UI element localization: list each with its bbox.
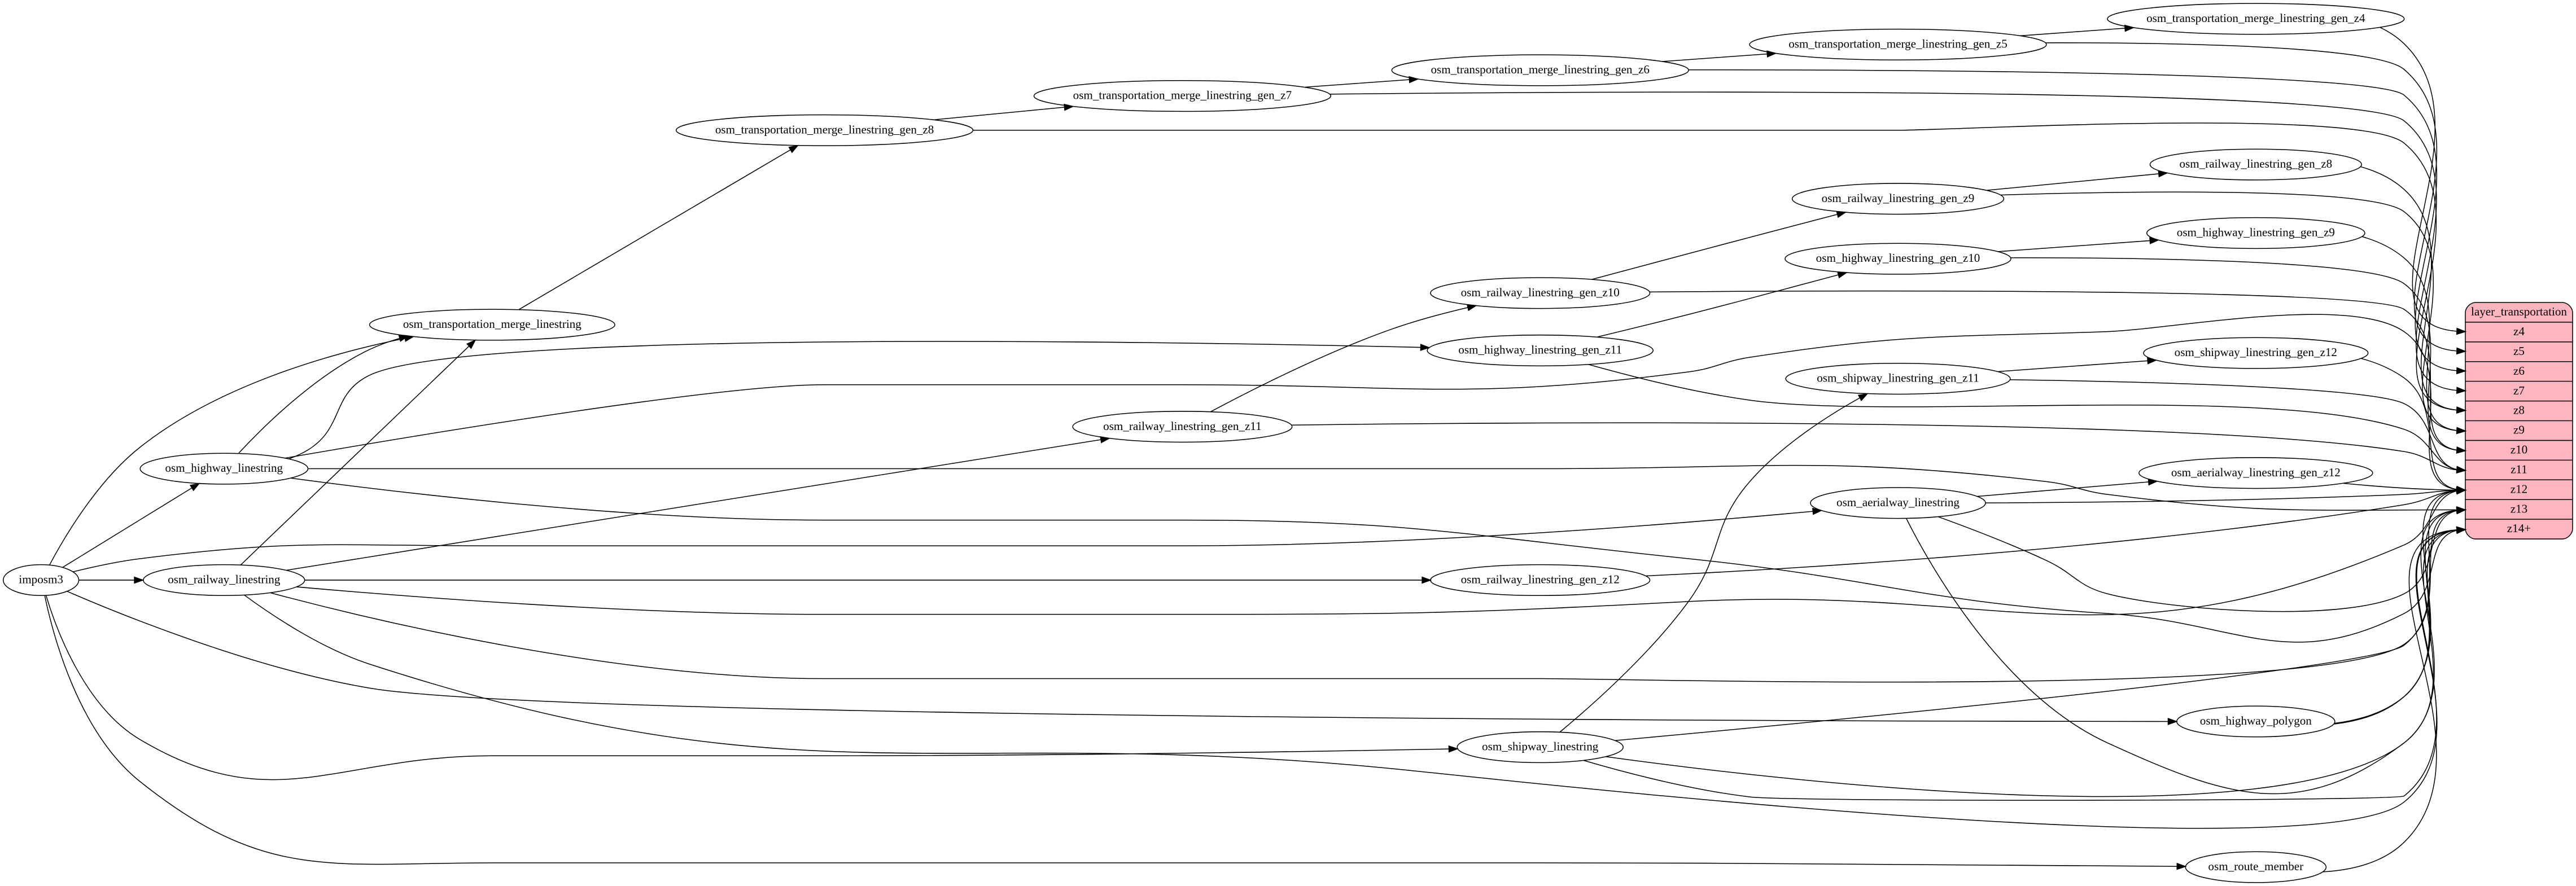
svg-text:osm_aerialway_linestring: osm_aerialway_linestring <box>1836 495 1960 509</box>
svg-text:osm_transportation_merge_lines: osm_transportation_merge_linestring_gen_… <box>1788 37 2007 51</box>
svg-text:osm_aerialway_linestring_gen_z: osm_aerialway_linestring_gen_z12 <box>2171 466 2341 479</box>
svg-text:osm_railway_linestring_gen_z8: osm_railway_linestring_gen_z8 <box>2179 157 2332 170</box>
svg-text:osm_route_member: osm_route_member <box>2208 859 2303 873</box>
svg-text:z8: z8 <box>2513 403 2525 417</box>
svg-text:layer_transportation: layer_transportation <box>2471 305 2567 318</box>
svg-text:osm_railway_linestring_gen_z10: osm_railway_linestring_gen_z10 <box>1461 286 1620 299</box>
svg-text:osm_shipway_linestring: osm_shipway_linestring <box>1482 740 1599 753</box>
svg-text:z10: z10 <box>2511 442 2527 456</box>
svg-text:osm_transportation_merge_lines: osm_transportation_merge_linestring_gen_… <box>1431 63 1649 76</box>
svg-text:imposm3: imposm3 <box>19 572 63 586</box>
svg-text:z14+: z14+ <box>2507 521 2531 535</box>
svg-text:z9: z9 <box>2513 423 2525 437</box>
svg-text:osm_transportation_merge_lines: osm_transportation_merge_linestring_gen_… <box>1073 89 1292 102</box>
svg-text:osm_transportation_merge_lines: osm_transportation_merge_linestring <box>403 317 581 331</box>
svg-text:z11: z11 <box>2511 462 2527 476</box>
svg-text:z5: z5 <box>2513 344 2525 358</box>
svg-text:osm_highway_linestring: osm_highway_linestring <box>165 461 283 475</box>
svg-text:z13: z13 <box>2511 502 2527 515</box>
svg-text:osm_highway_linestring_gen_z9: osm_highway_linestring_gen_z9 <box>2177 226 2335 239</box>
svg-text:osm_railway_linestring_gen_z11: osm_railway_linestring_gen_z11 <box>1103 419 1261 433</box>
svg-text:osm_highway_polygon: osm_highway_polygon <box>2200 714 2312 727</box>
svg-text:osm_railway_linestring_gen_z9: osm_railway_linestring_gen_z9 <box>1822 191 1975 205</box>
svg-text:z4: z4 <box>2513 324 2525 338</box>
svg-text:osm_shipway_linestring_gen_z12: osm_shipway_linestring_gen_z12 <box>2175 345 2337 359</box>
svg-text:osm_highway_linestring_gen_z11: osm_highway_linestring_gen_z11 <box>1458 343 1622 357</box>
svg-text:osm_transportation_merge_lines: osm_transportation_merge_linestring_gen_… <box>715 122 934 136</box>
svg-text:osm_railway_linestring: osm_railway_linestring <box>168 572 281 586</box>
svg-text:osm_highway_linestring_gen_z10: osm_highway_linestring_gen_z10 <box>1816 251 1980 265</box>
svg-text:z12: z12 <box>2511 482 2527 495</box>
svg-text:osm_transportation_merge_lines: osm_transportation_merge_linestring_gen_… <box>2146 11 2365 25</box>
svg-text:z6: z6 <box>2513 364 2525 378</box>
svg-text:osm_railway_linestring_gen_z12: osm_railway_linestring_gen_z12 <box>1461 572 1620 586</box>
svg-text:z7: z7 <box>2513 384 2525 397</box>
svg-text:osm_shipway_linestring_gen_z11: osm_shipway_linestring_gen_z11 <box>1817 371 1979 385</box>
